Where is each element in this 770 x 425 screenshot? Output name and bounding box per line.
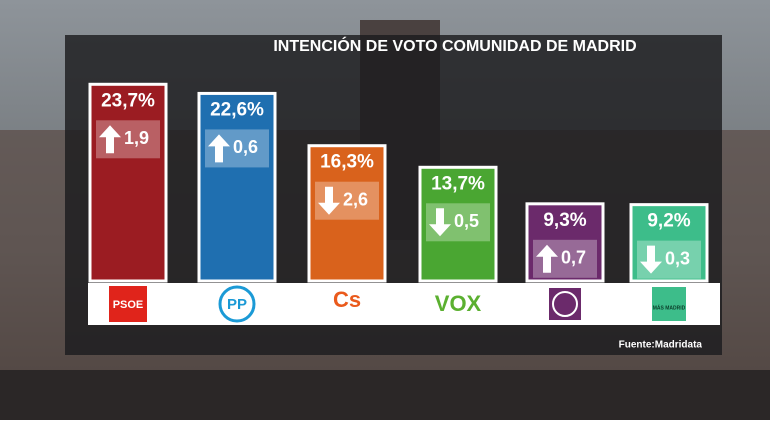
value-label: 9,3%	[543, 210, 586, 231]
arrow-up	[99, 125, 121, 154]
logo-text: PSOE	[113, 299, 144, 311]
bar	[525, 202, 605, 283]
value-label: 22,6%	[210, 99, 264, 120]
logo-psoe	[109, 286, 147, 322]
bar	[307, 144, 387, 283]
source: Fuente:Madridata	[619, 340, 703, 351]
logo-text: MÁS MADRID	[653, 304, 686, 311]
value-label: 16,3%	[320, 152, 374, 173]
change-label: 0,3	[665, 248, 690, 268]
value-label: 13,7%	[431, 173, 485, 194]
value-label: 9,2%	[647, 211, 690, 232]
logo-mas-madrid	[652, 287, 686, 321]
logo-strip	[88, 283, 720, 325]
change-label: 0,6	[233, 137, 258, 157]
change-label: 0,5	[454, 211, 479, 231]
change-label: 0,7	[561, 248, 586, 268]
change-label: 1,9	[124, 128, 149, 148]
bar	[418, 165, 498, 283]
arrow-up	[536, 244, 558, 273]
logo-pp	[218, 285, 256, 323]
bar	[88, 82, 168, 283]
arrow-down	[318, 186, 340, 215]
logo-text: VOX	[435, 291, 482, 316]
logo-text: Cs	[333, 287, 361, 312]
crowd	[0, 370, 770, 420]
change-label: 2,6	[343, 189, 368, 209]
chart-title: INTENCIÓN DE VOTO COMUNIDAD DE MADRID	[273, 36, 636, 55]
logo-podemos-circle	[552, 291, 578, 317]
arrow-up	[208, 134, 230, 163]
arrow-down	[640, 245, 662, 274]
arrow-down	[429, 208, 451, 237]
logo-podemos	[549, 288, 581, 320]
bar	[629, 203, 709, 283]
logo-text: PP	[227, 296, 247, 313]
value-label: 23,7%	[101, 90, 155, 111]
bar	[197, 91, 277, 283]
